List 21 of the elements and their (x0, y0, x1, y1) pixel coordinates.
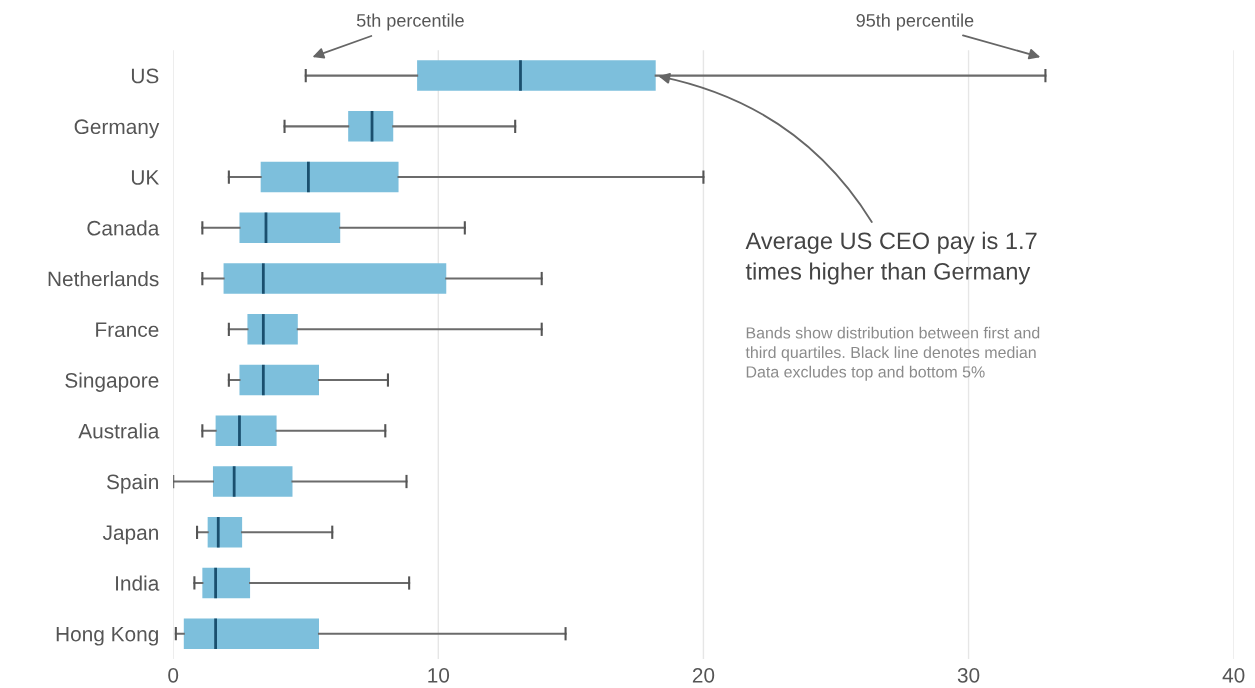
y-tick-label: France (96, 322, 159, 338)
y-tick-label: India (116, 575, 160, 591)
x-tick-label: 10 (428, 667, 450, 683)
y-tick-label: Germany (74, 119, 160, 139)
x-tick-label: 40 (1222, 667, 1245, 683)
x-tick-label: 20 (692, 667, 715, 683)
x-tick-label: 0 (168, 667, 179, 683)
y-tick-label: Spain (106, 473, 158, 494)
text: 5th percentile (356, 13, 464, 31)
annotation: Bands show distribution between first and third quartiles. Black line denotes median Data excludes top and bottom 5% (745, 326, 1040, 381)
y-tick-label: Hong Kong (56, 626, 158, 646)
y-tick-label: Australia (78, 423, 160, 439)
y-tick-label: US (131, 68, 159, 84)
y-tick-label: Canada (87, 220, 160, 236)
text: 95th percentile (856, 13, 974, 31)
y-tick-label: Netherlands (48, 271, 159, 287)
y-tick-label: UK (131, 170, 160, 185)
y-tick-label: Japan (102, 525, 158, 545)
x-tick-label: 30 (957, 667, 980, 683)
y-tick-label: Singapore (65, 372, 159, 392)
annotation: Average US CEO pay is 1.7 times higher than Germany (745, 231, 1037, 285)
